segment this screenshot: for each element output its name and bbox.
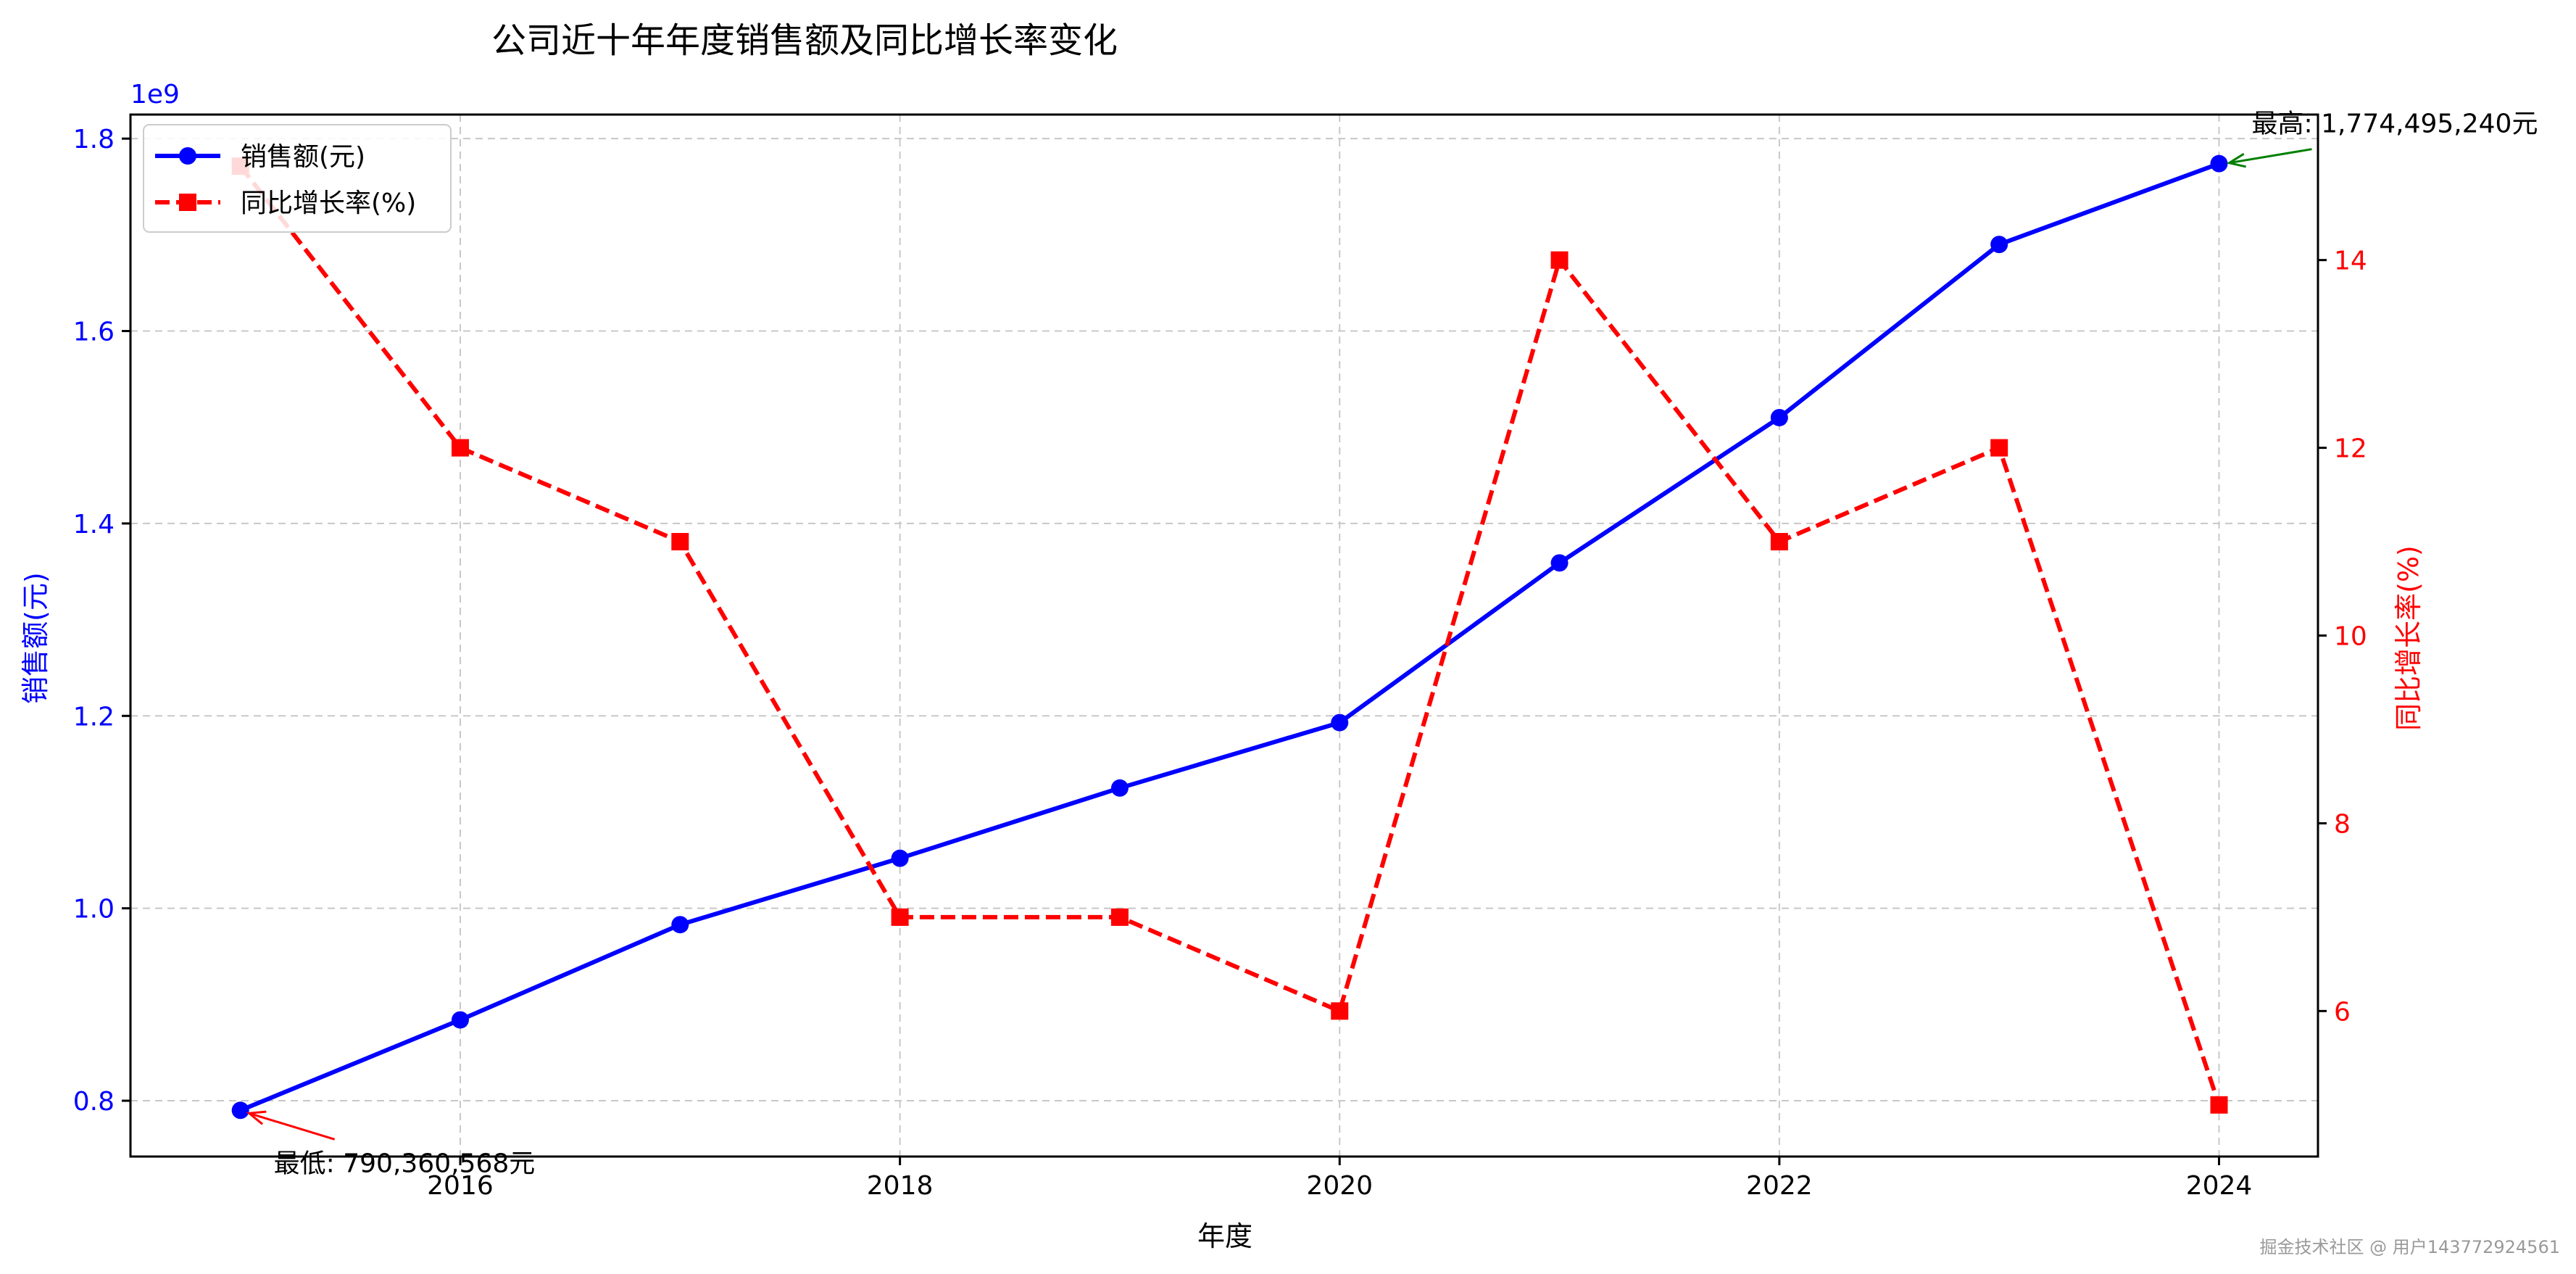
right-tick-label: 6 [2334, 997, 2351, 1027]
sales-point [1550, 554, 1569, 572]
left-tick-label: 0.8 [73, 1087, 115, 1117]
left-tick-label: 1.4 [73, 510, 115, 539]
sales-line [239, 161, 2220, 1113]
growth-point [1550, 251, 1569, 269]
legend-marker-growth [179, 194, 196, 211]
sales-point [1990, 236, 2008, 254]
annotation-arrow-max [2229, 148, 2312, 165]
left-tick-label: 1.6 [73, 318, 115, 347]
annotation-max: 最高: 1,774,495,240元 [2252, 109, 2538, 139]
legend-marker-sales [179, 147, 196, 165]
legend-label-growth: 同比增长率(%) [241, 189, 416, 218]
sales-point [1110, 779, 1129, 797]
growth-point [671, 533, 689, 551]
sales-point [1770, 408, 1788, 426]
growth-point [1331, 1002, 1349, 1020]
x-tick-label: 2018 [867, 1171, 934, 1201]
x-axis-label: 年度 [1197, 1220, 1252, 1252]
annotations-layer: 最低: 790,360,568元 最高: 1,774,495,240元 [246, 109, 2538, 1178]
sales-point [891, 849, 909, 867]
sales-point [1331, 713, 1349, 732]
growth-point [1110, 908, 1129, 926]
growth-point [451, 439, 469, 457]
right-tick-label: 14 [2334, 247, 2367, 276]
left-axis-label: 销售额(元) [20, 572, 51, 704]
growth-point [1770, 533, 1788, 551]
annotation-arrow-min [249, 1112, 336, 1141]
plot-frame [129, 113, 2319, 1158]
left-tick-label: 1.2 [73, 702, 115, 732]
series-layer [231, 154, 2228, 1120]
legend: 销售额(元) 同比增长率(%) [143, 124, 452, 233]
annotation-arrowhead-max [2226, 152, 2247, 168]
grid-lines [130, 115, 2318, 1157]
growth-point [891, 908, 909, 926]
right-tick-label: 10 [2334, 622, 2367, 652]
watermark: 掘金技术社区 @ 用户143772924561 [2259, 1237, 2561, 1257]
x-tick-label: 2016 [427, 1171, 494, 1201]
sales-point [231, 1101, 249, 1120]
sales-point [451, 1011, 469, 1029]
right-axis-label: 同比增长率(%) [2393, 545, 2425, 731]
legend-label-sales: 销售额(元) [241, 142, 365, 172]
growth-line [238, 165, 2222, 1106]
x-tick-label: 2022 [1746, 1171, 1813, 1201]
growth-point [2210, 1096, 2228, 1114]
sales-point [671, 916, 689, 934]
right-tick-label: 12 [2334, 434, 2367, 464]
sales-point [2210, 154, 2228, 173]
annotation-arrowhead-min [246, 1110, 267, 1125]
legend-frame [143, 124, 452, 233]
left-tick-label: 1.8 [73, 125, 115, 154]
x-tick-label: 2020 [1306, 1171, 1373, 1201]
annotation-min: 最低: 790,360,568元 [274, 1149, 536, 1178]
axes-layer: 2016 2018 2020 2022 2024 0.8 1.0 1.2 1.4 1.6 1.8 6 8… [73, 113, 2367, 1201]
right-tick-label: 8 [2334, 809, 2351, 839]
left-axis-offset-label: 1e9 [130, 80, 180, 109]
growth-point [1990, 439, 2008, 457]
left-tick-label: 1.0 [73, 895, 115, 925]
x-tick-label: 2024 [2186, 1171, 2253, 1201]
chart-title: 公司近十年年度销售额及同比增长率变化 [491, 20, 1118, 61]
